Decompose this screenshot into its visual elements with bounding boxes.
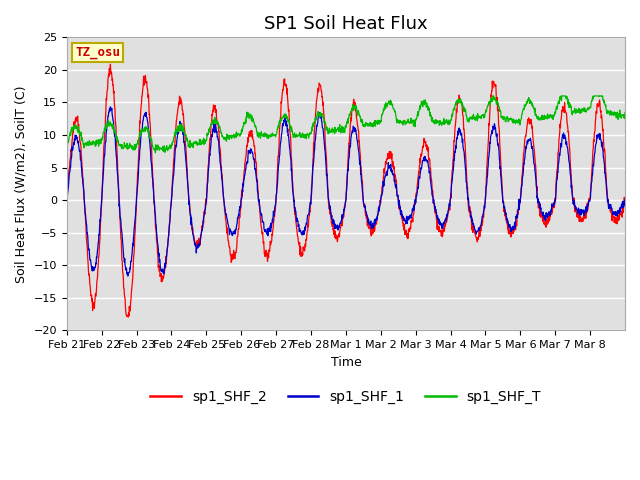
X-axis label: Time: Time — [330, 356, 361, 369]
Legend: sp1_SHF_2, sp1_SHF_1, sp1_SHF_T: sp1_SHF_2, sp1_SHF_1, sp1_SHF_T — [145, 384, 547, 409]
Title: SP1 Soil Heat Flux: SP1 Soil Heat Flux — [264, 15, 428, 33]
Text: TZ_osu: TZ_osu — [75, 46, 120, 59]
Y-axis label: Soil Heat Flux (W/m2), SoilT (C): Soil Heat Flux (W/m2), SoilT (C) — [15, 85, 28, 283]
